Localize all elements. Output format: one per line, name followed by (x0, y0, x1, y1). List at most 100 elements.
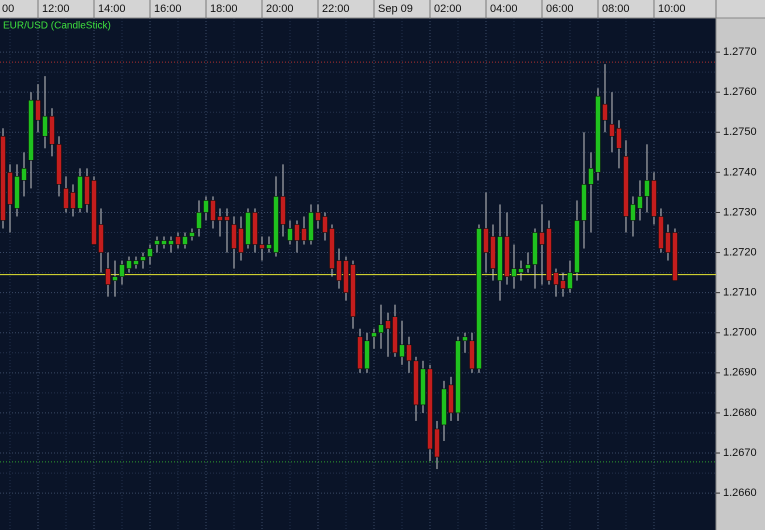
candle-body (49, 115, 55, 145)
y-tick-label: 1.2700 (723, 327, 757, 339)
candle-body (567, 272, 573, 289)
x-tick-label: 14:00 (98, 3, 126, 15)
candle-body (35, 99, 41, 121)
candle-body (105, 268, 111, 285)
price-axis (716, 18, 765, 530)
candle-body (301, 228, 307, 241)
candle-body (273, 196, 279, 253)
candle-body (322, 216, 328, 233)
candle-body (147, 248, 153, 257)
candle-body (21, 168, 27, 181)
candle-body (476, 228, 482, 370)
candle-body (14, 176, 20, 209)
candle-body (616, 127, 622, 149)
candle-body (546, 228, 552, 281)
candle-body (553, 272, 559, 285)
candle-body (434, 428, 440, 458)
candle-body (189, 232, 195, 237)
x-tick-label: 02:00 (434, 3, 462, 15)
candle-body (532, 232, 538, 265)
y-tick-label: 1.2690 (723, 367, 757, 379)
y-tick-label: 1.2680 (723, 407, 757, 419)
y-tick-label: 1.2740 (723, 166, 757, 178)
candle-body (119, 264, 125, 277)
candle-body (98, 224, 104, 253)
candle-body (392, 316, 398, 354)
chart-title: EUR/USD (CandleStick) (3, 21, 111, 32)
candle-body (308, 212, 314, 241)
candle-body (413, 360, 419, 406)
candle-body (336, 260, 342, 281)
candle-body (238, 228, 244, 253)
y-tick-label: 1.2760 (723, 86, 757, 98)
candle-body (287, 228, 293, 241)
candle-body (140, 256, 146, 261)
candle-body (483, 228, 489, 253)
candle-body (133, 260, 139, 265)
candle-body (7, 172, 13, 205)
y-tick-label: 1.2750 (723, 126, 757, 138)
candle-body (406, 344, 412, 362)
candle-body (0, 135, 6, 221)
candle-body (175, 236, 181, 245)
x-tick-label: 06:00 (546, 3, 574, 15)
candle-body (77, 176, 83, 209)
x-tick-label: 20:00 (266, 3, 294, 15)
candle-body (364, 340, 370, 370)
candle-body (161, 240, 167, 245)
candle-body (609, 123, 615, 137)
candle-body (441, 388, 447, 426)
candle-body (70, 192, 76, 209)
candle-body (525, 264, 531, 269)
candle-body (469, 340, 475, 370)
candle-body (651, 180, 657, 217)
candle-body (224, 216, 230, 221)
x-tick-label: Sep 09 (378, 3, 413, 15)
candle-body (259, 244, 265, 249)
x-tick-label: 12:00 (42, 3, 70, 15)
candle-body (420, 368, 426, 406)
candle-body (371, 332, 377, 338)
y-tick-label: 1.2710 (723, 287, 757, 299)
candle-body (490, 236, 496, 269)
candle-body (42, 115, 48, 137)
x-tick-label: 00 (2, 3, 14, 15)
candle-body (448, 384, 454, 414)
candle-body (63, 188, 69, 209)
candle-body (126, 260, 132, 269)
candle-body (28, 99, 34, 161)
y-tick-label: 1.2660 (723, 487, 757, 499)
candle-body (84, 176, 90, 205)
candle-body (266, 244, 272, 249)
x-tick-label: 04:00 (490, 3, 518, 15)
candle-body (630, 204, 636, 221)
candle-body (637, 196, 643, 209)
candle-body (294, 224, 300, 241)
candle-body (245, 212, 251, 245)
candle-body (210, 200, 216, 221)
x-tick-label: 22:00 (322, 3, 350, 15)
candle-body (665, 232, 671, 253)
candle-body (574, 220, 580, 273)
candle-body (315, 212, 321, 221)
candle-body (182, 236, 188, 245)
candle-body (385, 320, 391, 330)
x-tick-label: 16:00 (154, 3, 182, 15)
candle-body (112, 276, 118, 281)
candle-body (252, 212, 258, 245)
y-tick-label: 1.2730 (723, 206, 757, 218)
candle-body (504, 236, 510, 277)
candle-body (455, 340, 461, 414)
candle-body (357, 336, 363, 370)
candle-body (56, 143, 62, 185)
time-axis (0, 0, 765, 18)
x-tick-label: 08:00 (602, 3, 630, 15)
candle-body (168, 240, 174, 245)
candle-body (497, 236, 503, 281)
candle-body (196, 212, 202, 229)
y-tick-label: 1.2720 (723, 246, 757, 258)
candle-body (658, 216, 664, 249)
y-tick-label: 1.2770 (723, 46, 757, 58)
candle-body (399, 344, 405, 358)
